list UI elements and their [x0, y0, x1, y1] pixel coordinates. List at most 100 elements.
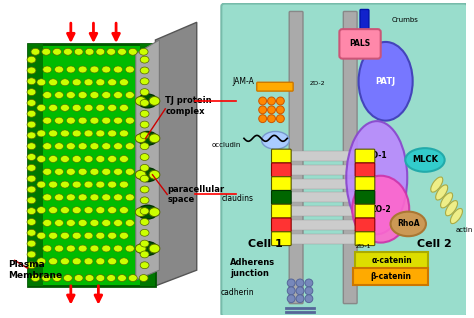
- Ellipse shape: [27, 132, 36, 139]
- Ellipse shape: [55, 117, 64, 124]
- Ellipse shape: [66, 219, 75, 226]
- Ellipse shape: [140, 89, 149, 95]
- Ellipse shape: [114, 92, 122, 99]
- FancyBboxPatch shape: [343, 11, 357, 304]
- Ellipse shape: [305, 287, 313, 295]
- Ellipse shape: [43, 92, 52, 99]
- Ellipse shape: [27, 56, 36, 63]
- Ellipse shape: [114, 245, 122, 252]
- Ellipse shape: [27, 154, 36, 161]
- Ellipse shape: [37, 207, 46, 214]
- Ellipse shape: [128, 274, 137, 281]
- Ellipse shape: [85, 274, 94, 281]
- Ellipse shape: [108, 258, 117, 265]
- Ellipse shape: [43, 219, 52, 226]
- Ellipse shape: [108, 156, 117, 162]
- Ellipse shape: [140, 197, 149, 204]
- Ellipse shape: [138, 205, 157, 219]
- Polygon shape: [27, 44, 155, 286]
- Ellipse shape: [43, 168, 52, 175]
- Ellipse shape: [84, 207, 93, 214]
- Ellipse shape: [55, 168, 64, 175]
- Ellipse shape: [108, 207, 117, 214]
- Ellipse shape: [296, 287, 304, 295]
- FancyBboxPatch shape: [355, 149, 375, 163]
- FancyBboxPatch shape: [290, 192, 356, 202]
- Ellipse shape: [102, 168, 110, 175]
- FancyBboxPatch shape: [339, 29, 381, 59]
- Ellipse shape: [61, 207, 69, 214]
- Ellipse shape: [90, 245, 99, 252]
- Ellipse shape: [84, 104, 93, 111]
- FancyBboxPatch shape: [290, 165, 356, 175]
- Ellipse shape: [352, 176, 409, 243]
- FancyBboxPatch shape: [272, 204, 291, 218]
- FancyBboxPatch shape: [355, 177, 375, 190]
- Ellipse shape: [126, 143, 134, 150]
- Ellipse shape: [37, 258, 46, 265]
- Ellipse shape: [140, 164, 149, 171]
- Ellipse shape: [138, 131, 157, 145]
- Ellipse shape: [96, 258, 105, 265]
- Ellipse shape: [276, 115, 284, 123]
- Ellipse shape: [27, 175, 36, 182]
- Ellipse shape: [27, 229, 36, 236]
- Ellipse shape: [37, 79, 46, 86]
- Ellipse shape: [391, 211, 426, 236]
- Ellipse shape: [53, 274, 62, 281]
- Ellipse shape: [135, 97, 146, 105]
- Ellipse shape: [119, 156, 128, 162]
- Ellipse shape: [276, 97, 284, 105]
- Ellipse shape: [126, 92, 134, 99]
- Ellipse shape: [49, 130, 57, 137]
- Ellipse shape: [66, 66, 75, 73]
- Ellipse shape: [262, 131, 289, 149]
- Ellipse shape: [102, 117, 110, 124]
- Ellipse shape: [66, 168, 75, 175]
- Ellipse shape: [149, 244, 160, 253]
- Ellipse shape: [140, 110, 149, 117]
- Ellipse shape: [96, 48, 105, 55]
- FancyBboxPatch shape: [355, 204, 375, 218]
- Ellipse shape: [135, 134, 146, 143]
- Ellipse shape: [84, 232, 93, 239]
- Ellipse shape: [27, 218, 36, 225]
- Ellipse shape: [358, 42, 413, 121]
- Ellipse shape: [140, 186, 149, 193]
- Text: PALS: PALS: [349, 39, 371, 48]
- FancyBboxPatch shape: [221, 3, 467, 316]
- Ellipse shape: [27, 208, 36, 215]
- FancyBboxPatch shape: [272, 163, 291, 177]
- Ellipse shape: [27, 164, 36, 171]
- Ellipse shape: [126, 168, 134, 175]
- Ellipse shape: [140, 240, 149, 247]
- FancyBboxPatch shape: [355, 190, 375, 204]
- Ellipse shape: [102, 143, 110, 150]
- Ellipse shape: [49, 79, 57, 86]
- Ellipse shape: [27, 100, 36, 107]
- Ellipse shape: [108, 130, 117, 137]
- FancyBboxPatch shape: [290, 220, 356, 230]
- Text: β-catenin: β-catenin: [370, 272, 411, 280]
- Ellipse shape: [31, 48, 40, 55]
- Ellipse shape: [138, 168, 157, 182]
- Ellipse shape: [119, 258, 128, 265]
- Text: Cell 2: Cell 2: [418, 238, 452, 249]
- Ellipse shape: [78, 66, 87, 73]
- Polygon shape: [155, 22, 197, 286]
- Ellipse shape: [85, 48, 94, 55]
- FancyBboxPatch shape: [272, 190, 291, 204]
- FancyBboxPatch shape: [360, 10, 369, 41]
- Ellipse shape: [49, 104, 57, 111]
- Ellipse shape: [135, 244, 146, 253]
- Ellipse shape: [128, 48, 137, 55]
- Ellipse shape: [90, 194, 99, 201]
- FancyBboxPatch shape: [290, 179, 356, 189]
- Ellipse shape: [118, 48, 127, 55]
- Ellipse shape: [149, 208, 160, 217]
- Ellipse shape: [78, 194, 87, 201]
- Ellipse shape: [73, 207, 81, 214]
- Ellipse shape: [119, 104, 128, 111]
- Ellipse shape: [139, 48, 148, 55]
- Ellipse shape: [90, 92, 99, 99]
